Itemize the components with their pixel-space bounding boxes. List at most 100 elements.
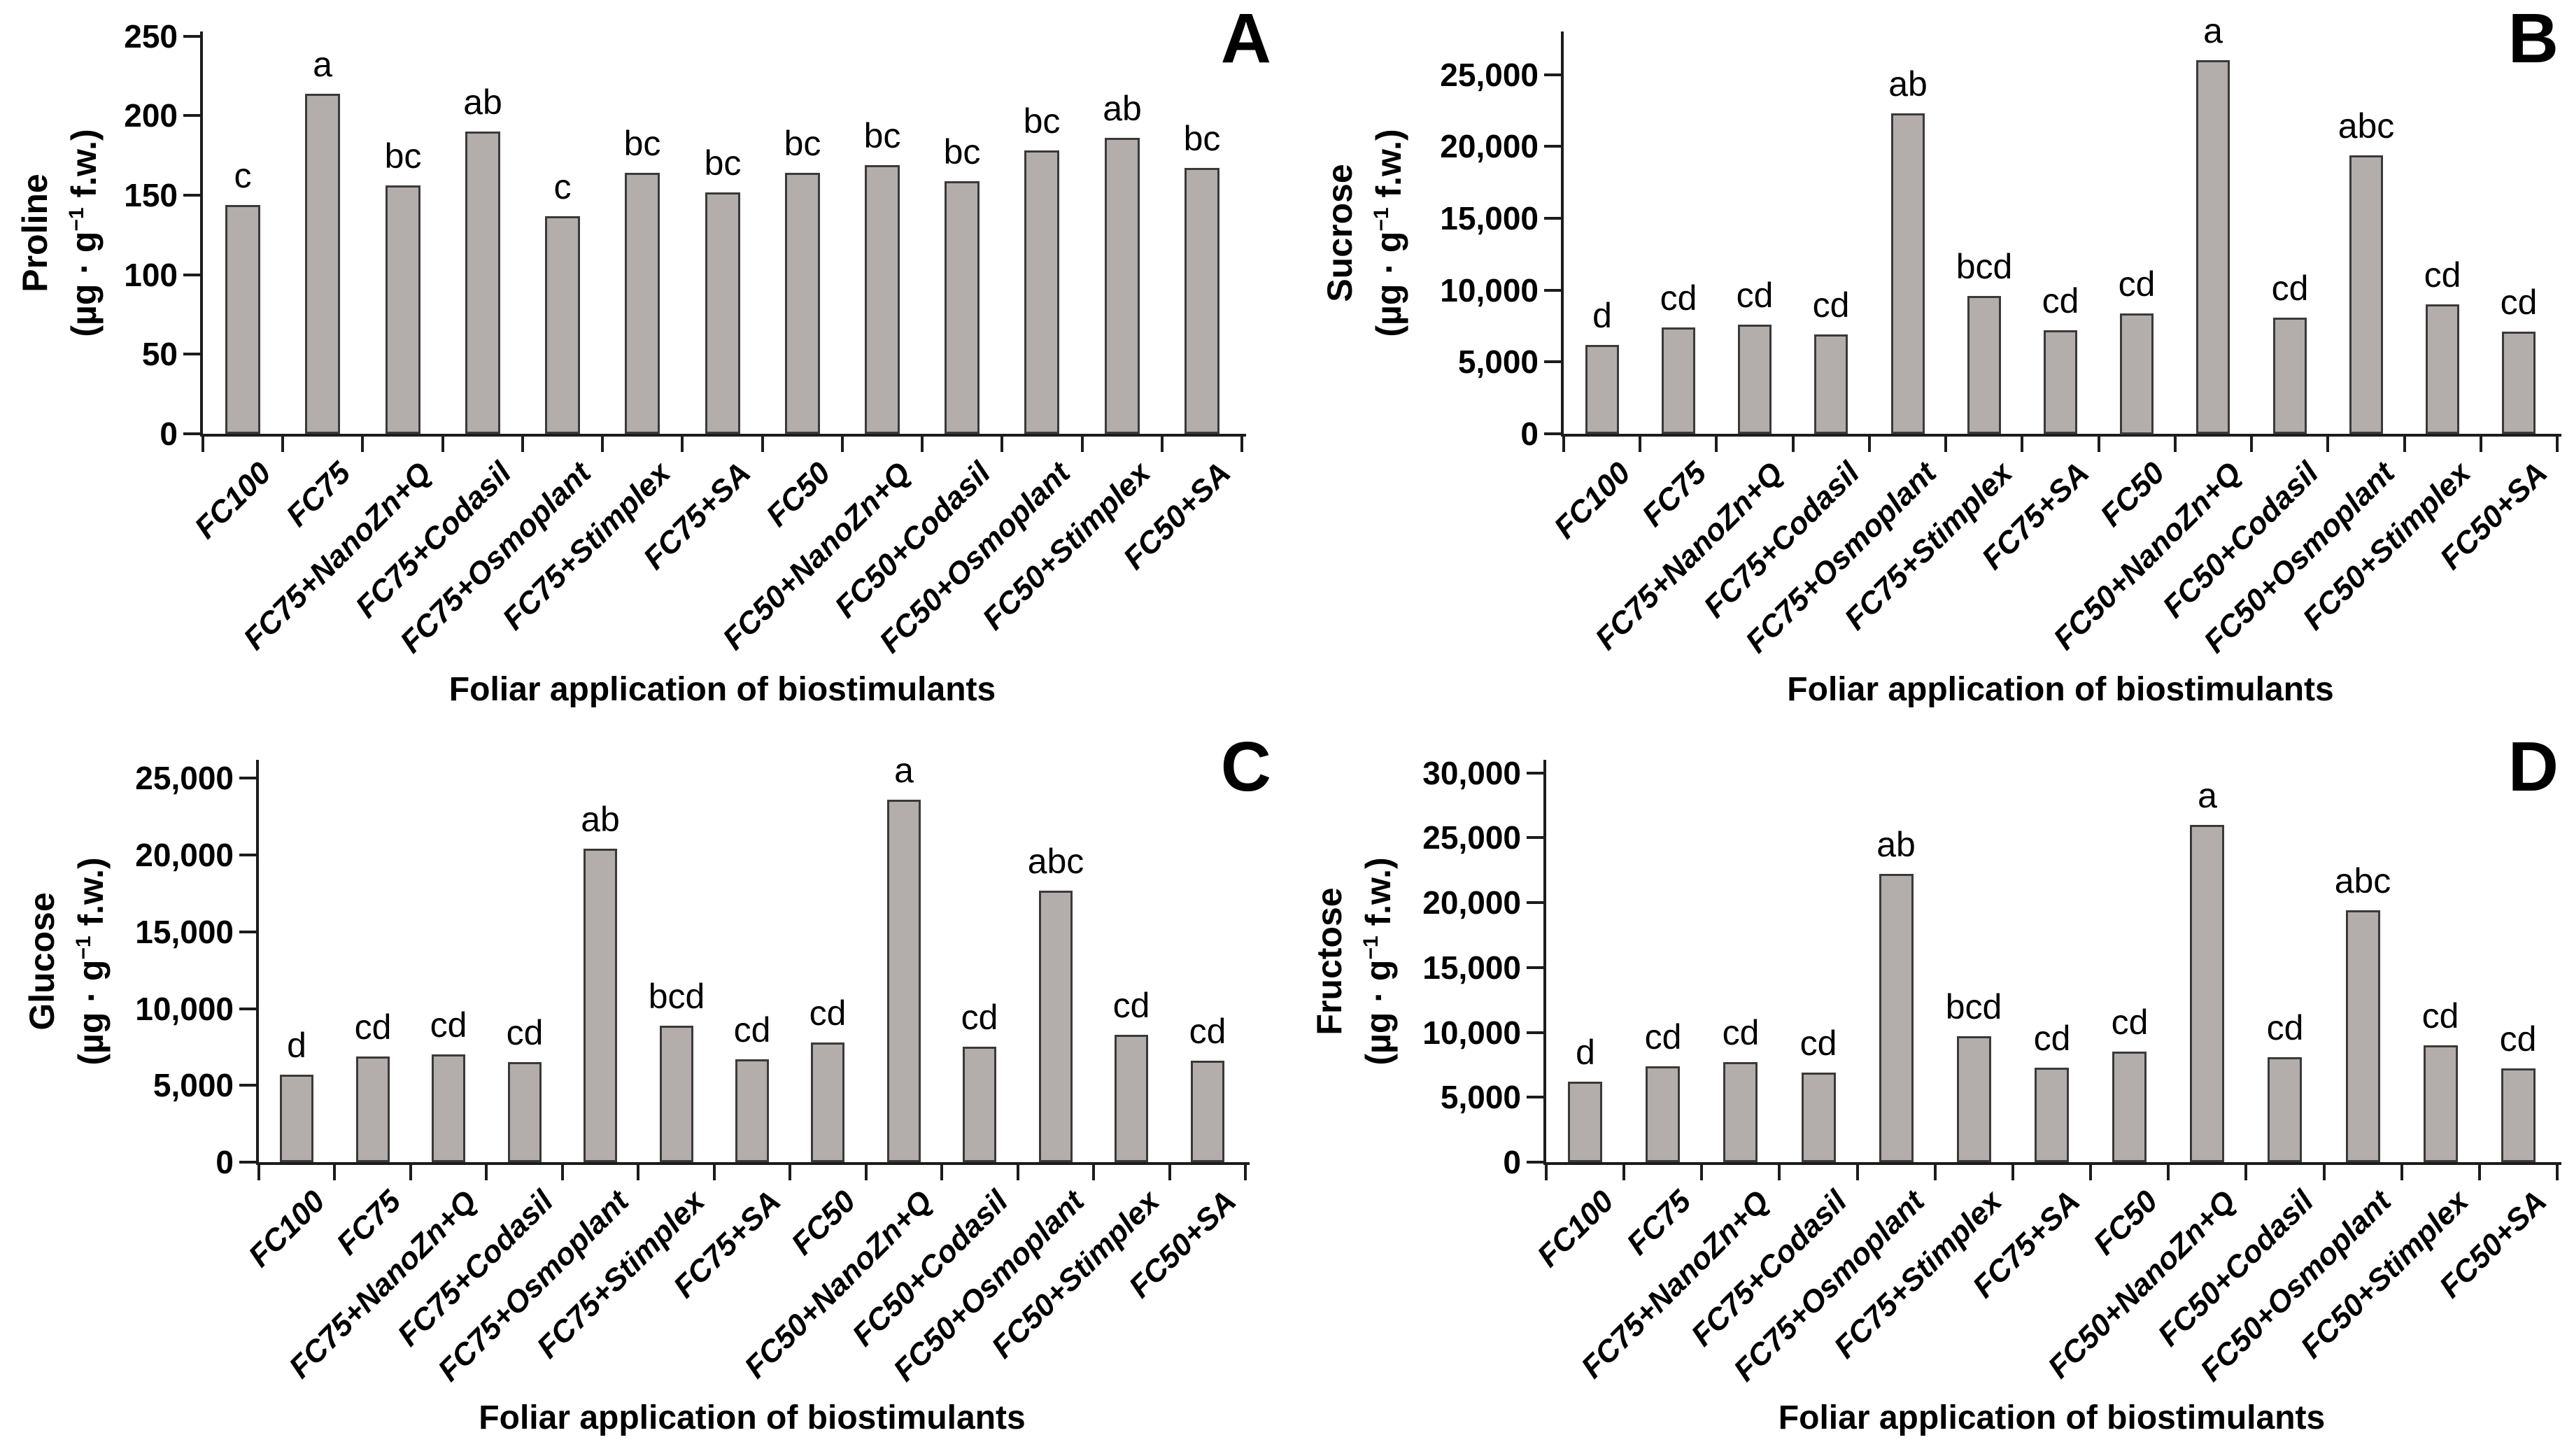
significance-letter: bc <box>384 136 422 176</box>
significance-letter: cd <box>2266 1008 2304 1047</box>
x-category-label: FC100 <box>1547 455 1637 546</box>
x-tick <box>1000 437 1004 452</box>
y-tick-label: 5,000 <box>1440 1079 1521 1116</box>
y-tick <box>183 273 200 276</box>
bar <box>2501 1068 2536 1162</box>
y-tick <box>1544 216 1561 220</box>
bar <box>2044 330 2077 434</box>
x-tick <box>560 1165 564 1180</box>
x-tick <box>2097 437 2100 452</box>
x-axis-title: Foliar application of biostimulants <box>1787 671 2334 708</box>
significance-letter: cd <box>961 998 998 1037</box>
significance-letter: cd <box>1736 276 1774 315</box>
y-tick-label: 20,000 <box>1440 128 1539 165</box>
y-tick <box>1544 288 1561 292</box>
y-axis-line <box>1561 31 1564 437</box>
y-axis-title-analyte: Sucrose <box>1320 163 1360 302</box>
y-tick-label: 10,000 <box>1440 271 1539 309</box>
panel-letter: C <box>1220 728 1271 806</box>
panel-sucrose: 0 5,000 10,000 15,000 20,000 25,000 d FC100 cd FC… <box>1287 0 2574 728</box>
x-axis-line <box>256 1162 1250 1165</box>
x-tick <box>1700 1165 1704 1180</box>
x-tick <box>2556 437 2559 452</box>
significance-letter: cd <box>506 1013 544 1052</box>
bar <box>865 165 900 434</box>
significance-letter: cd <box>2271 269 2309 308</box>
x-tick <box>761 437 764 452</box>
bar <box>356 1056 390 1162</box>
y-tick-label: 20,000 <box>135 837 234 874</box>
y-tick <box>1527 1161 1543 1164</box>
y-tick-label: 10,000 <box>135 990 234 1027</box>
x-tick <box>789 1165 792 1180</box>
x-tick <box>1622 1165 1626 1180</box>
panel-letter: D <box>2508 728 2559 806</box>
bar <box>785 173 820 434</box>
x-tick <box>1244 1165 1247 1180</box>
bar <box>660 1026 693 1162</box>
panel-fructose: 0 5,000 10,000 15,000 20,000 25,000 30,000 d FC1… <box>1287 728 2574 1456</box>
x-tick <box>2479 437 2482 452</box>
x-tick <box>281 437 285 452</box>
x-category-label: FC75 <box>280 455 358 534</box>
x-tick <box>1715 437 1718 452</box>
significance-letter: cd <box>1644 1017 1682 1056</box>
significance-letter: a <box>313 45 332 84</box>
significance-letter: bcd <box>1945 987 2002 1026</box>
x-tick <box>333 1165 337 1180</box>
bar <box>280 1075 313 1162</box>
y-tick-label: 200 <box>124 97 178 134</box>
x-tick <box>1639 437 1642 452</box>
bar <box>1738 325 1772 434</box>
x-tick <box>840 437 844 452</box>
significance-letter: bc <box>1023 101 1061 141</box>
significance-letter: d <box>1576 1033 1595 1072</box>
y-tick-label: 25,000 <box>135 760 234 797</box>
x-tick <box>2021 437 2024 452</box>
y-tick <box>183 34 200 38</box>
bar <box>2273 318 2307 434</box>
bar <box>811 1042 844 1162</box>
bar <box>386 185 420 434</box>
bar <box>1967 296 2001 434</box>
y-axis-unit: (µg · g−1 f.w.) <box>1369 128 1408 337</box>
bar <box>465 132 500 434</box>
panel-letter: B <box>2508 0 2559 78</box>
significance-letter: ab <box>1888 64 1928 104</box>
bar <box>305 94 340 434</box>
y-tick-label: 150 <box>124 177 178 214</box>
bar <box>2349 155 2383 434</box>
y-axis-title: Sucrose (µg · g−1 f.w.) <box>1319 129 1410 337</box>
y-axis-unit: (µg · g−1 f.w.) <box>64 128 104 337</box>
x-tick <box>485 1165 488 1180</box>
y-tick <box>239 854 256 857</box>
panel-letter: A <box>1220 0 1271 78</box>
y-axis-line <box>200 31 203 437</box>
bar <box>1024 150 1059 434</box>
y-tick <box>239 930 256 933</box>
significance-letter: cd <box>2421 996 2459 1036</box>
x-tick <box>2244 1165 2248 1180</box>
x-tick <box>2403 437 2406 452</box>
bar <box>735 1059 769 1162</box>
bar <box>2120 313 2154 434</box>
x-axis-title: Foliar application of biostimulants <box>1778 1399 2326 1436</box>
bar <box>1662 327 1695 434</box>
x-axis-line <box>1561 434 2561 437</box>
significance-letter: cd <box>1660 278 1697 318</box>
y-axis-line <box>1543 760 1546 1165</box>
x-axis-line <box>1543 1162 2561 1165</box>
y-tick <box>1527 771 1543 775</box>
significance-letter: cd <box>733 1010 771 1049</box>
x-tick <box>2400 1165 2403 1180</box>
y-tick <box>183 194 200 197</box>
significance-letter: d <box>287 1026 306 1065</box>
significance-letter: c <box>553 167 572 206</box>
significance-letter: ab <box>1103 89 1142 128</box>
x-tick <box>2011 1165 2014 1180</box>
y-tick <box>239 1161 256 1164</box>
x-tick <box>2477 1165 2481 1180</box>
significance-letter: cd <box>1812 285 1850 325</box>
y-tick-label: 15,000 <box>1440 199 1539 236</box>
